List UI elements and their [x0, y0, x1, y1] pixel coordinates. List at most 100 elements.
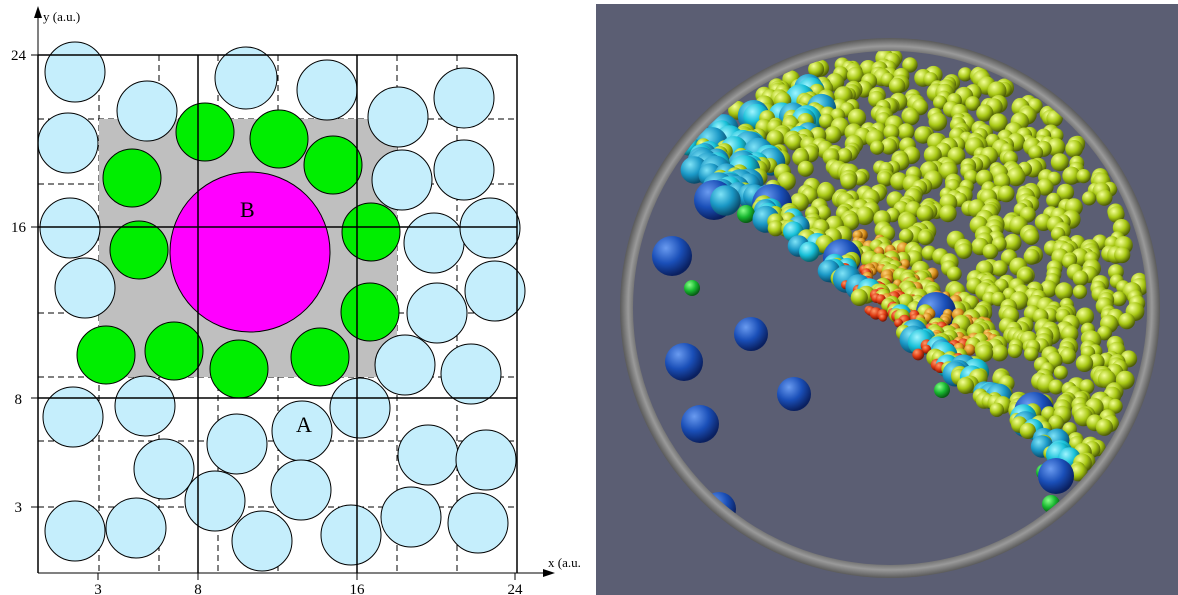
small-sphere [956, 243, 972, 259]
drum-simulation-render [596, 4, 1178, 595]
small-particle [464, 260, 526, 322]
small-sphere [965, 96, 981, 111]
small-particle [206, 413, 268, 475]
small-particle [371, 149, 433, 211]
small-sphere [846, 66, 864, 84]
neighbor-particle [209, 339, 269, 399]
core-sphere [912, 348, 925, 361]
small-sphere [1048, 415, 1064, 431]
small-sphere [766, 130, 784, 148]
small-sphere [898, 228, 914, 244]
neighbor-particle [249, 109, 309, 169]
small-sphere [1107, 398, 1123, 414]
small-sphere [989, 113, 1008, 132]
small-particle [133, 438, 195, 500]
small-particle [184, 470, 246, 532]
small-sphere [877, 171, 893, 187]
small-sphere [837, 148, 853, 164]
small-sphere [916, 205, 934, 223]
small-sphere [1065, 140, 1083, 158]
small-sphere [1062, 166, 1081, 185]
large-sphere [652, 236, 692, 276]
small-sphere [902, 57, 918, 73]
x-tick-label-24: 24 [508, 582, 524, 595]
grid-diagram: x (a.u.) y (a.u.) 3 8 16 24 3 8 16 24 B … [11, 6, 580, 595]
small-sphere [1055, 282, 1073, 301]
green-sphere [684, 280, 700, 296]
y-tick-label-24: 24 [11, 48, 27, 64]
y-tick-label-3: 3 [15, 500, 23, 516]
neighbor-particle [109, 220, 169, 280]
small-sphere [1053, 365, 1068, 380]
small-sphere [1036, 178, 1054, 196]
large-sphere [777, 377, 811, 411]
small-sphere [1114, 246, 1131, 264]
small-sphere [897, 123, 915, 141]
small-sphere [847, 108, 867, 127]
small-particle [440, 343, 502, 405]
small-sphere [1079, 379, 1095, 395]
small-sphere [1006, 167, 1026, 187]
small-sphere [818, 113, 834, 129]
small-particle [44, 500, 106, 562]
small-sphere [808, 61, 825, 78]
small-sphere [1075, 354, 1094, 372]
small-sphere [976, 104, 994, 122]
small-sphere [785, 133, 803, 151]
small-sphere [816, 182, 836, 202]
small-sphere [991, 344, 1009, 362]
small-particle [433, 67, 495, 129]
small-sphere [797, 160, 814, 177]
y-axis-arrow [34, 6, 42, 18]
axes [34, 6, 555, 577]
small-sphere [989, 402, 1004, 417]
neighbor-particle [102, 148, 162, 208]
small-sphere [840, 173, 857, 190]
small-particles-group [37, 41, 526, 572]
large-sphere [734, 317, 768, 351]
large-sphere [1038, 458, 1074, 494]
small-particle [44, 41, 106, 103]
x-tick-label-16: 16 [350, 582, 366, 595]
small-particle [329, 377, 391, 439]
small-sphere [1118, 312, 1135, 330]
small-sphere [1082, 191, 1097, 206]
small-particle [380, 486, 442, 548]
x-axis-label: x (a.u.) [548, 555, 580, 570]
x-tick-label-8: 8 [194, 582, 202, 595]
core-sphere [964, 344, 976, 356]
small-sphere [1072, 284, 1088, 299]
y-tick-label-16: 16 [11, 220, 27, 236]
small-sphere [958, 67, 973, 82]
small-particle [37, 112, 99, 174]
small-particle [214, 46, 278, 110]
small-sphere [939, 204, 957, 223]
small-sphere [842, 213, 860, 231]
large-sphere [681, 405, 719, 443]
small-sphere [993, 173, 1011, 190]
x-axis-arrow [543, 569, 555, 577]
small-sphere [917, 230, 933, 246]
small-particle [397, 424, 459, 486]
small-particle [320, 504, 382, 566]
small-particle [42, 386, 104, 448]
small-particle [459, 197, 521, 259]
small-particle [105, 497, 167, 559]
small-sphere [1007, 343, 1022, 359]
small-sphere [1072, 270, 1089, 287]
small-sphere [1046, 138, 1066, 157]
small-sphere [1023, 228, 1040, 245]
large-particle-b [169, 171, 331, 333]
small-sphere [1108, 206, 1125, 223]
small-sphere [903, 108, 920, 126]
small-particle [114, 375, 176, 437]
small-sphere [1076, 307, 1094, 326]
small-sphere [855, 206, 875, 226]
small-sphere [946, 266, 962, 282]
small-sphere [1019, 422, 1036, 439]
small-sphere [923, 145, 942, 164]
small-sphere [888, 77, 906, 95]
small-sphere [777, 172, 796, 191]
small-sphere [870, 140, 885, 155]
small-sphere [1097, 325, 1112, 341]
